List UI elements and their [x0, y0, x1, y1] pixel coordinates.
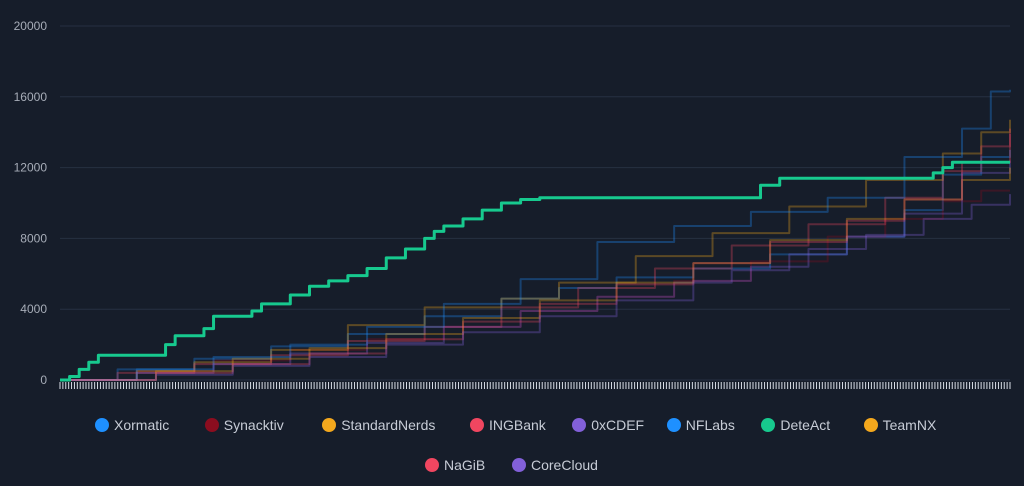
legend-label: NFLabs	[685, 417, 735, 433]
y-tick-label: 8000	[20, 231, 47, 245]
legend-label: Synacktiv	[223, 417, 284, 433]
series-line-deteact	[60, 160, 1010, 382]
legend-color-dot	[95, 418, 109, 432]
legend-item-teamnx[interactable]: TeamNX	[863, 416, 937, 434]
series-lines	[60, 89, 1011, 382]
legend-color-dot	[863, 418, 878, 432]
series-line-nagib	[60, 128, 1011, 381]
y-tick-label: 20000	[14, 19, 48, 33]
legend-item-synacktiv[interactable]: Synacktiv	[204, 416, 284, 434]
legend-item-nagib[interactable]: NaGiB	[425, 456, 485, 474]
y-tick-label: 0	[40, 373, 47, 387]
y-tick-label: 4000	[20, 302, 47, 316]
legend-color-dot	[322, 418, 337, 432]
legend-label: 0xCDEF	[591, 417, 645, 433]
legend-label: INGBank	[489, 417, 546, 433]
y-tick-label: 16000	[14, 90, 48, 104]
series-line-0xcdef	[60, 160, 1011, 381]
legend-color-dot	[512, 458, 526, 472]
legend-item-xormatic[interactable]: Xormatic	[95, 416, 169, 434]
legend-label: StandardNerds	[341, 417, 436, 433]
legend-item-ingbank[interactable]: INGBank	[470, 416, 546, 434]
legend-color-dot	[761, 418, 776, 432]
legend-label: TeamNX	[882, 417, 937, 433]
legend-item-standardnerds[interactable]: StandardNerds	[322, 416, 435, 434]
legend-item-deteact[interactable]: DeteAct	[761, 416, 830, 434]
legend-color-dot	[572, 418, 587, 432]
series-line-corecloud	[60, 194, 1011, 381]
legend-label: NaGiB	[444, 457, 486, 473]
legend-item-0xcdef[interactable]: 0xCDEF	[572, 416, 644, 434]
series-line-standardnerds	[60, 119, 1011, 381]
legend-item-nflabs[interactable]: NFLabs	[666, 416, 735, 434]
series-line-nflabs	[60, 89, 1011, 381]
legend-color-dot	[666, 418, 681, 432]
x-axis-ticks	[59, 382, 1011, 389]
y-tick-label: 12000	[14, 161, 48, 175]
legend-label: DeteAct	[780, 417, 831, 433]
y-axis-ticks: 0 4000 8000 12000 16000 20000	[14, 19, 48, 387]
legend-color-dot	[425, 458, 439, 472]
series-line-ingbank	[60, 133, 1011, 381]
series-line-synacktiv	[60, 189, 1010, 381]
legend-color-dot	[470, 418, 484, 432]
series-line-xormatic	[60, 149, 1011, 381]
series-line-teamnx	[60, 167, 1011, 381]
grid-lines	[60, 25, 1010, 381]
legend-color-dot	[204, 418, 219, 432]
legend-label: Xormatic	[114, 417, 170, 433]
legend-item-corecloud[interactable]: CoreCloud	[512, 456, 598, 474]
legend-label: CoreCloud	[531, 457, 598, 473]
